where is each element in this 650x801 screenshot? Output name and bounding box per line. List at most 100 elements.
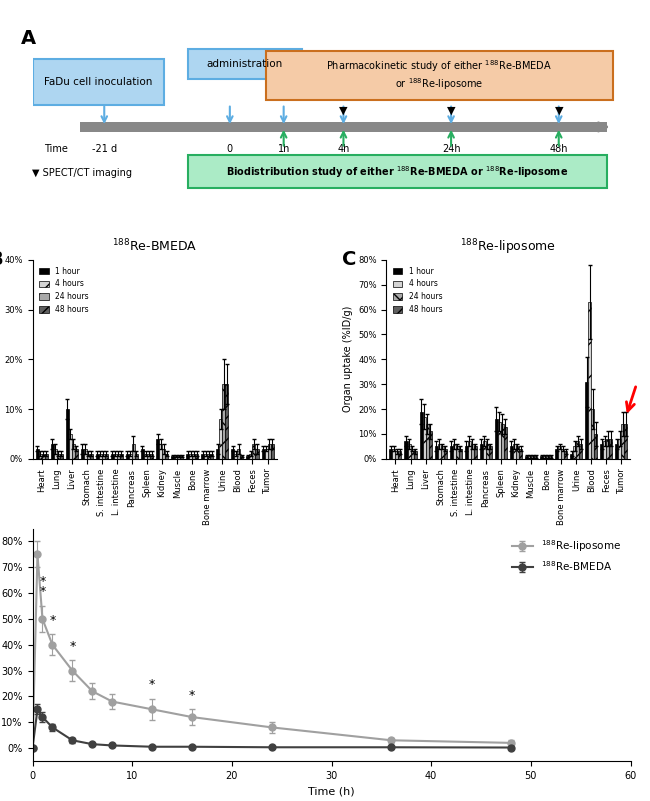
Bar [75,449,78,459]
Bar [69,434,72,459]
Bar [231,449,235,459]
Bar [549,457,552,459]
Bar [510,446,513,459]
Text: 0: 0 [227,143,233,154]
Bar [235,454,237,459]
Bar [165,454,168,459]
Bar [610,439,612,459]
Bar [495,419,498,459]
Bar [135,454,138,459]
Bar [250,454,252,459]
FancyBboxPatch shape [266,50,612,100]
Bar [268,444,270,459]
Text: B: B [0,250,3,269]
Bar [441,446,444,459]
Bar [60,454,62,459]
Bar [395,452,398,459]
Bar [465,446,468,459]
Bar [606,439,610,459]
Text: *: * [70,639,75,653]
Legend: 1 hour, 4 hours, 24 hours, 48 hours: 1 hour, 4 hours, 24 hours, 48 hours [36,264,92,317]
Bar [543,457,546,459]
Bar [192,454,195,459]
FancyBboxPatch shape [32,59,164,106]
Bar [211,454,213,459]
Bar [150,454,153,459]
Bar [186,454,189,459]
Bar [435,446,437,459]
Bar [117,454,120,459]
Bar [404,441,408,459]
Bar [171,457,174,459]
Bar [202,454,204,459]
Text: -21 d: -21 d [92,143,117,154]
Bar [240,457,244,459]
Bar [480,444,483,459]
Bar [408,444,411,459]
Bar [570,454,573,459]
Text: ▼: ▼ [554,105,563,115]
Bar [603,441,606,459]
Text: C: C [343,250,357,269]
Bar [558,446,561,459]
Bar [577,441,579,459]
Bar [428,432,432,459]
Bar [452,444,456,459]
Bar [516,446,519,459]
Bar [132,444,135,459]
Bar [459,449,462,459]
Bar [237,449,240,459]
Bar [437,444,441,459]
Bar [555,449,558,459]
Bar [99,454,102,459]
Bar [413,452,417,459]
Bar [177,457,180,459]
Bar [398,452,402,459]
Bar [519,449,522,459]
Bar [489,446,492,459]
Bar [81,122,606,132]
Bar [468,441,471,459]
Bar [579,444,582,459]
Text: Biodistribution study of either $^{188}$Re-BMEDA or $^{188}$Re-liposome: Biodistribution study of either $^{188}$… [226,164,568,179]
Bar [601,444,603,459]
Bar [189,454,192,459]
Bar [616,444,618,459]
Bar [534,457,537,459]
Bar [444,449,447,459]
Bar [96,454,99,459]
Bar [504,426,507,459]
Bar [174,457,177,459]
Bar [528,457,531,459]
Bar [45,454,47,459]
Bar [393,449,395,459]
Bar [411,449,413,459]
Bar [102,454,105,459]
Bar [265,449,268,459]
Text: Pharmacokinetic study of either $^{188}$Re-BMEDA
or $^{188}$Re-liposome: Pharmacokinetic study of either $^{188}$… [326,58,552,92]
Bar [105,454,108,459]
FancyBboxPatch shape [188,49,302,78]
Text: 1h: 1h [278,143,290,154]
Bar [51,444,53,459]
Bar [450,446,452,459]
Bar [222,384,226,459]
Bar [426,424,428,459]
X-axis label: Time (h): Time (h) [308,787,355,796]
Bar [159,444,162,459]
Bar [540,457,543,459]
Bar [501,424,504,459]
Text: ▼ SPECT/CT imaging: ▼ SPECT/CT imaging [32,168,133,179]
Text: FaDu cell inoculation: FaDu cell inoculation [44,77,153,87]
Bar [270,444,274,459]
Bar [111,454,114,459]
Text: *: * [149,678,155,691]
Bar [625,424,627,459]
Bar [57,454,60,459]
Text: 4h: 4h [337,143,350,154]
Text: ▼: ▼ [447,105,456,115]
Bar [525,457,528,459]
Bar [144,454,147,459]
FancyBboxPatch shape [188,155,606,188]
Bar [226,384,228,459]
